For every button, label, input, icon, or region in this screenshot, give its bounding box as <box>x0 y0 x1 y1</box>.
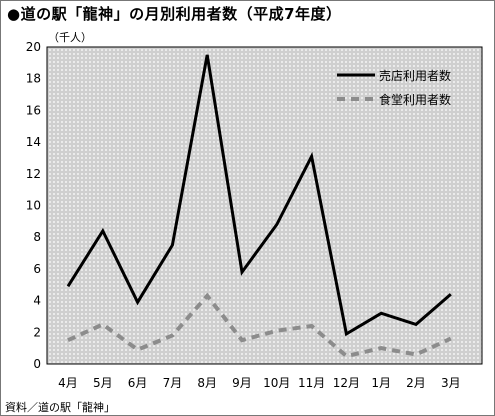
x-tick-label: 2月 <box>406 376 426 390</box>
legend-label-baiten: 売店利用者数 <box>379 68 451 83</box>
x-tick-label: 12月 <box>333 376 360 390</box>
x-axis-ticks: 4月 5月 6月 7月 8月 9月 10月 11月 12月 1月 2月 3月 <box>58 376 460 390</box>
series-line-baiten <box>66 54 452 337</box>
y-tick-label: 8 <box>33 230 41 244</box>
y-tick-label: 16 <box>26 103 41 117</box>
plot-area <box>46 46 483 365</box>
x-tick-label: 9月 <box>232 376 252 390</box>
y-tick-label: 10 <box>26 199 41 213</box>
chart-title: ●道の駅「龍神」の月別利用者数（平成7年度） <box>7 5 342 23</box>
y-tick-label: 2 <box>33 325 41 339</box>
series-lines <box>66 54 452 359</box>
source-note: 資料／道の駅「龍神」 <box>5 401 115 414</box>
y-tick-label: 6 <box>33 262 41 276</box>
y-tick-label: 20 <box>26 40 41 54</box>
y-tick-label: 0 <box>33 357 41 371</box>
series-line-shokudo <box>67 292 452 359</box>
legend-label-shokudo: 食堂利用者数 <box>379 92 451 107</box>
x-tick-label: 10月 <box>263 376 290 390</box>
y-axis-unit-label: （千人） <box>46 29 94 45</box>
x-tick-label: 1月 <box>371 376 391 390</box>
y-tick-label: 4 <box>33 294 41 308</box>
y-tick-label: 14 <box>26 135 41 149</box>
x-tick-label: 4月 <box>58 376 78 390</box>
y-tick-label: 18 <box>26 72 41 86</box>
x-tick-label: 3月 <box>441 376 461 390</box>
x-tick-label: 7月 <box>163 376 183 390</box>
x-tick-label: 6月 <box>128 376 148 390</box>
x-tick-label: 8月 <box>197 376 217 390</box>
x-tick-label: 5月 <box>93 376 113 390</box>
y-tick-label: 12 <box>26 167 41 181</box>
y-axis-ticks: 0 2 4 6 8 10 12 14 16 18 20 <box>26 40 41 371</box>
x-tick-label: 11月 <box>298 376 325 390</box>
